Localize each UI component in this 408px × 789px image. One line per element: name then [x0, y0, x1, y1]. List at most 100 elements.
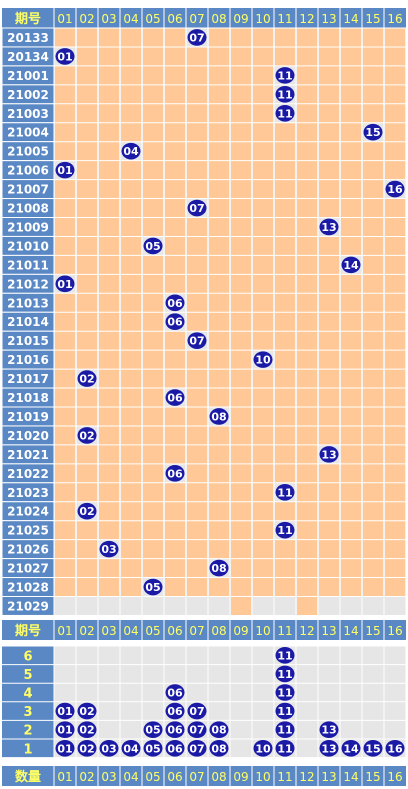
- count-ball: 11: [275, 721, 295, 738]
- count-ball: 10: [253, 740, 273, 757]
- count-ball: 01: [55, 721, 75, 738]
- ball-shape: [77, 427, 97, 444]
- ball-shape: [143, 237, 163, 255]
- column-label: 13: [321, 12, 336, 26]
- column-label: 13: [321, 770, 336, 784]
- header-row: 期号 01 02 03 04 05 06 07 08 09 10 11 12 13 14 15 16: [2, 8, 406, 28]
- miss-streak-bar: [363, 28, 383, 123]
- ball-shape: [55, 740, 75, 757]
- column-label: 09: [233, 624, 248, 638]
- ball-shape: [55, 702, 75, 720]
- ball-shape: [319, 721, 339, 738]
- draw-ball: 02: [77, 427, 97, 444]
- ball-number: 07: [189, 705, 204, 718]
- period-label: 21022: [7, 467, 49, 481]
- draw-ball: 08: [209, 559, 229, 577]
- miss-streak-bar: [341, 274, 361, 597]
- period-label: 21018: [7, 391, 49, 405]
- period-label: 21004: [7, 126, 49, 140]
- ball-number: 11: [277, 486, 292, 499]
- mid-header-label: 期号: [15, 624, 41, 639]
- draw-ball: 15: [363, 123, 383, 141]
- column-label: 02: [79, 12, 94, 26]
- column-label: 10: [255, 770, 270, 784]
- ball-number: 07: [189, 31, 204, 44]
- column-label: 14: [343, 770, 358, 784]
- ball-shape: [77, 502, 97, 520]
- mid-header-row: 期号 01 02 03 04 05 06 07 08 09 10 11 12 13 14 15 16: [2, 620, 406, 640]
- ball-number: 13: [321, 724, 336, 737]
- ball-shape: [121, 740, 141, 757]
- ball-shape: [275, 67, 295, 84]
- column-label: 04: [123, 624, 138, 638]
- miss-streak-bar: [275, 501, 295, 521]
- draw-ball: 01: [55, 161, 75, 179]
- draw-ball: 07: [187, 29, 207, 46]
- count-ball: 11: [275, 647, 295, 664]
- ball-shape: [165, 465, 185, 482]
- count-level-label: 2: [23, 724, 32, 739]
- draw-ball: 05: [143, 237, 163, 255]
- ball-number: 07: [189, 335, 204, 348]
- period-label: 21015: [7, 334, 49, 348]
- ball-number: 13: [321, 448, 336, 461]
- draw-ball: 06: [165, 465, 185, 482]
- miss-streak-bar: [187, 350, 207, 597]
- ball-shape: [77, 721, 97, 738]
- miss-streak-bar: [143, 255, 163, 578]
- count-ball: 11: [275, 702, 295, 720]
- ball-number: 15: [365, 126, 380, 139]
- ball-number: 04: [123, 145, 139, 158]
- draw-ball: 11: [275, 483, 295, 501]
- period-label: 21010: [7, 239, 49, 253]
- count-ball: 13: [319, 740, 339, 757]
- ball-shape: [55, 161, 75, 179]
- miss-streak-bar: [253, 28, 273, 351]
- ball-shape: [275, 684, 295, 701]
- count-ball: 02: [77, 702, 97, 720]
- column-label: 04: [123, 12, 138, 26]
- count-ball: 13: [319, 721, 339, 738]
- count-ball: 08: [209, 721, 229, 738]
- draw-ball: 16: [385, 180, 405, 198]
- period-column: 20133 20134 21001 21002 21003 21004 21005 21006…: [1, 27, 55, 616]
- ball-shape: [275, 647, 295, 664]
- period-label: 21029: [7, 599, 49, 613]
- period-label: 21006: [7, 164, 49, 178]
- ball-number: 10: [255, 354, 271, 367]
- ball-shape: [121, 142, 141, 160]
- column-label: 13: [321, 624, 336, 638]
- ball-shape: [143, 578, 163, 596]
- miss-streak-bar: [143, 28, 163, 237]
- ball-number: 05: [145, 240, 160, 253]
- ball-shape: [187, 29, 207, 46]
- draw-ball: 13: [319, 446, 339, 463]
- ball-number: 11: [277, 88, 292, 101]
- column-label: 11: [277, 12, 292, 26]
- column-label: 02: [79, 770, 94, 784]
- column-label: 11: [277, 770, 292, 784]
- column-label: 15: [365, 624, 380, 638]
- ball-shape: [363, 123, 383, 141]
- count-ball: 02: [77, 740, 97, 757]
- column-label: 14: [343, 624, 358, 638]
- column-label: 07: [189, 770, 204, 784]
- ball-number: 11: [277, 668, 292, 681]
- count-ball: 05: [143, 721, 163, 738]
- period-label: 21019: [7, 410, 49, 424]
- miss-streak-bar: [385, 198, 405, 597]
- ball-shape: [209, 740, 229, 757]
- column-label: 08: [211, 12, 226, 26]
- ball-number: 02: [79, 373, 94, 386]
- ball-shape: [209, 559, 229, 577]
- ball-shape: [275, 521, 295, 539]
- column-label: 08: [211, 770, 226, 784]
- count-ball: 03: [99, 740, 119, 757]
- column-label: 14: [343, 12, 358, 26]
- ball-shape: [165, 389, 185, 406]
- period-label: 21009: [7, 220, 49, 234]
- ball-shape: [99, 740, 119, 757]
- period-label: 21016: [7, 353, 49, 367]
- top-header-band: [2, 8, 406, 28]
